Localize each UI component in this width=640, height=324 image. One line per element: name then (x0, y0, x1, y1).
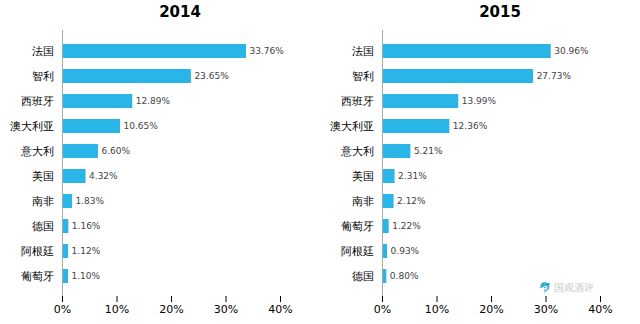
svg-text:23.65%: 23.65% (194, 71, 229, 81)
svg-text:葡萄牙: 葡萄牙 (21, 270, 54, 283)
svg-text:6.60%: 6.60% (101, 146, 130, 156)
svg-text:20%: 20% (479, 303, 503, 316)
svg-text:10%: 10% (105, 303, 129, 316)
svg-text:27.73%: 27.73% (537, 71, 572, 81)
svg-text:🐬 国观酒评: 🐬 国观酒评 (539, 281, 594, 294)
svg-text:0.80%: 0.80% (390, 271, 419, 281)
html-text:2015: 2015 (479, 3, 521, 21)
svg-text:1.16%: 1.16% (72, 221, 101, 231)
svg-text:0.93%: 0.93% (391, 246, 420, 256)
svg-text:美国: 美国 (352, 170, 374, 183)
svg-text:葡萄牙: 葡萄牙 (341, 220, 374, 233)
svg-text:智利: 智利 (32, 70, 54, 83)
svg-text:1.12%: 1.12% (72, 246, 101, 256)
svg-text:30%: 30% (214, 303, 238, 316)
svg-text:40%: 40% (268, 303, 292, 316)
svg-text:法国: 法国 (32, 45, 54, 58)
svg-text:西班牙: 西班牙 (21, 95, 54, 108)
svg-text:2.31%: 2.31% (398, 171, 427, 181)
svg-text:阿根廷: 阿根廷 (341, 245, 374, 258)
svg-text:西班牙: 西班牙 (341, 95, 374, 108)
svg-text:澳大利亚: 澳大利亚 (330, 120, 374, 133)
svg-text:30.96%: 30.96% (554, 46, 589, 56)
svg-text:4.32%: 4.32% (89, 171, 118, 181)
svg-text:10%: 10% (425, 303, 449, 316)
svg-text:30%: 30% (534, 303, 558, 316)
svg-text:40%: 40% (588, 303, 612, 316)
svg-text:1.10%: 1.10% (71, 271, 100, 281)
svg-text:12.89%: 12.89% (136, 96, 171, 106)
svg-text:5.21%: 5.21% (414, 146, 443, 156)
svg-text:德国: 德国 (32, 220, 54, 233)
svg-text:33.76%: 33.76% (249, 46, 284, 56)
svg-text:20%: 20% (159, 303, 183, 316)
svg-text:德国: 德国 (352, 270, 374, 283)
html-text:2014: 2014 (159, 3, 201, 21)
svg-text:12.36%: 12.36% (453, 121, 488, 131)
svg-text:1.83%: 1.83% (75, 196, 104, 206)
svg-text:10.65%: 10.65% (124, 121, 159, 131)
svg-text:南非: 南非 (32, 195, 54, 208)
svg-text:南非: 南非 (352, 195, 374, 208)
svg-text:2.12%: 2.12% (397, 196, 426, 206)
svg-text:1.22%: 1.22% (392, 221, 421, 231)
svg-text:澳大利亚: 澳大利亚 (10, 120, 54, 133)
svg-text:0%: 0% (54, 303, 71, 316)
svg-text:智利: 智利 (352, 70, 374, 83)
svg-text:美国: 美国 (32, 170, 54, 183)
svg-text:13.99%: 13.99% (462, 96, 497, 106)
svg-text:法国: 法国 (352, 45, 374, 58)
svg-text:阿根廷: 阿根廷 (21, 245, 54, 258)
svg-text:意大利: 意大利 (340, 145, 374, 158)
svg-text:意大利: 意大利 (20, 145, 54, 158)
svg-text:0%: 0% (374, 303, 391, 316)
